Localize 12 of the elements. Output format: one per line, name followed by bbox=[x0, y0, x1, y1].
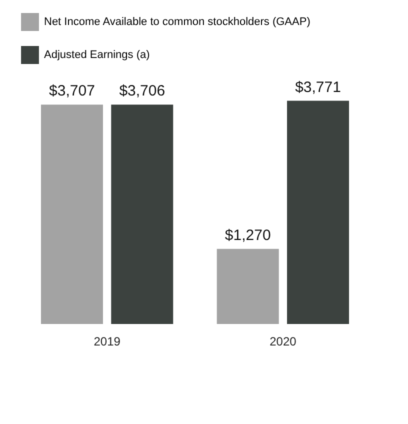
data-label: $1,270 bbox=[224, 226, 271, 244]
data-label: $3,706 bbox=[119, 82, 166, 100]
x-tick-label: 2020 bbox=[270, 334, 297, 348]
data-label: $3,707 bbox=[49, 82, 95, 100]
x-tick-label: 2019 bbox=[94, 334, 121, 348]
legend-label: Net Income Available to common stockholders (GAAP) bbox=[44, 16, 310, 28]
bar bbox=[111, 104, 174, 324]
bar bbox=[40, 104, 103, 324]
data-label: $3,771 bbox=[295, 78, 341, 96]
legend-label: Adjusted Earnings (a) bbox=[44, 49, 150, 61]
bar bbox=[287, 100, 350, 324]
bar bbox=[216, 248, 279, 324]
